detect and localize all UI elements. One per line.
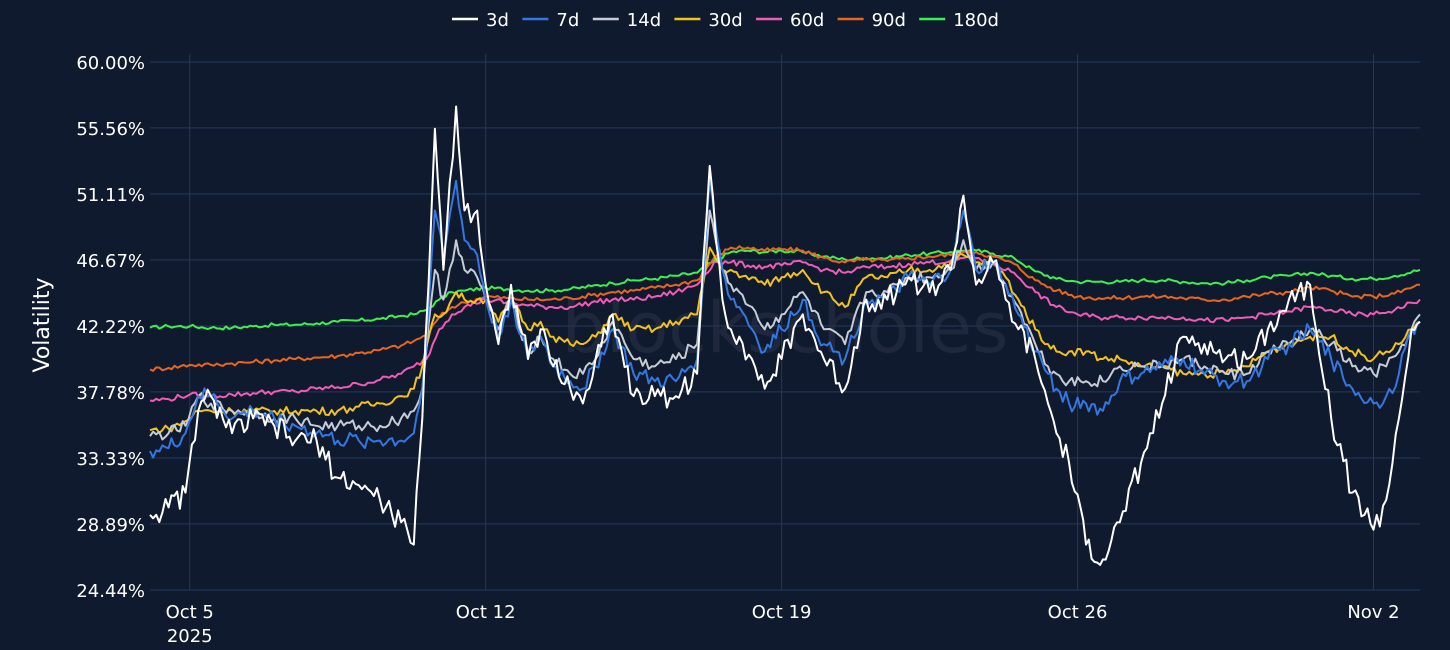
x-tick-label: Oct 5 xyxy=(166,602,214,623)
y-axis-ticks: 60.00% 55.56% 51.11% 46.67% 42.22% 37.78% 33.3… xyxy=(76,53,145,602)
y-tick-label: 28.89% xyxy=(76,515,145,536)
grid-lines xyxy=(150,54,1420,591)
y-tick-label: 37.78% xyxy=(76,383,145,404)
y-tick-label: 42.22% xyxy=(76,317,145,338)
series-line-14d xyxy=(149,209,1421,441)
legend-label-3d: 3d xyxy=(486,10,509,31)
legend-label-30d: 30d xyxy=(708,10,742,31)
series-line-180d xyxy=(149,248,1421,331)
y-tick-label: 55.56% xyxy=(76,119,145,140)
y-tick-label: 33.33% xyxy=(76,449,145,470)
y-tick-label: 60.00% xyxy=(76,53,145,74)
x-tick-label: Oct 12 xyxy=(456,602,516,623)
y-tick-label: 24.44% xyxy=(76,581,145,602)
x-tick-label: Oct 26 xyxy=(1048,602,1108,623)
series-line-7d xyxy=(149,179,1421,459)
series-line-60d xyxy=(149,254,1421,402)
series-line-30d xyxy=(149,246,1421,435)
legend-label-14d: 14d xyxy=(627,10,661,31)
legend: 3d 7d 14d 30d 60d 90d 180d xyxy=(452,10,999,31)
legend-label-180d: 180d xyxy=(953,10,999,31)
series-layer xyxy=(149,105,1421,566)
legend-label-90d: 90d xyxy=(872,10,906,31)
x-tick-sublabel: 2025 xyxy=(167,626,213,647)
legend-label-60d: 60d xyxy=(790,10,824,31)
y-axis-title: Volatility xyxy=(30,277,55,372)
x-tick-label: Nov 2 xyxy=(1347,602,1399,623)
y-tick-label: 51.11% xyxy=(76,185,145,206)
series-line-3d xyxy=(149,105,1421,566)
legend-label-7d: 7d xyxy=(556,10,579,31)
x-tick-label: Oct 19 xyxy=(752,602,812,623)
y-tick-label: 46.67% xyxy=(76,251,145,272)
x-axis-ticks: Oct 5 2025 Oct 12 Oct 19 Oct 26 Nov 2 xyxy=(166,602,1400,647)
series-line-90d xyxy=(149,245,1421,372)
